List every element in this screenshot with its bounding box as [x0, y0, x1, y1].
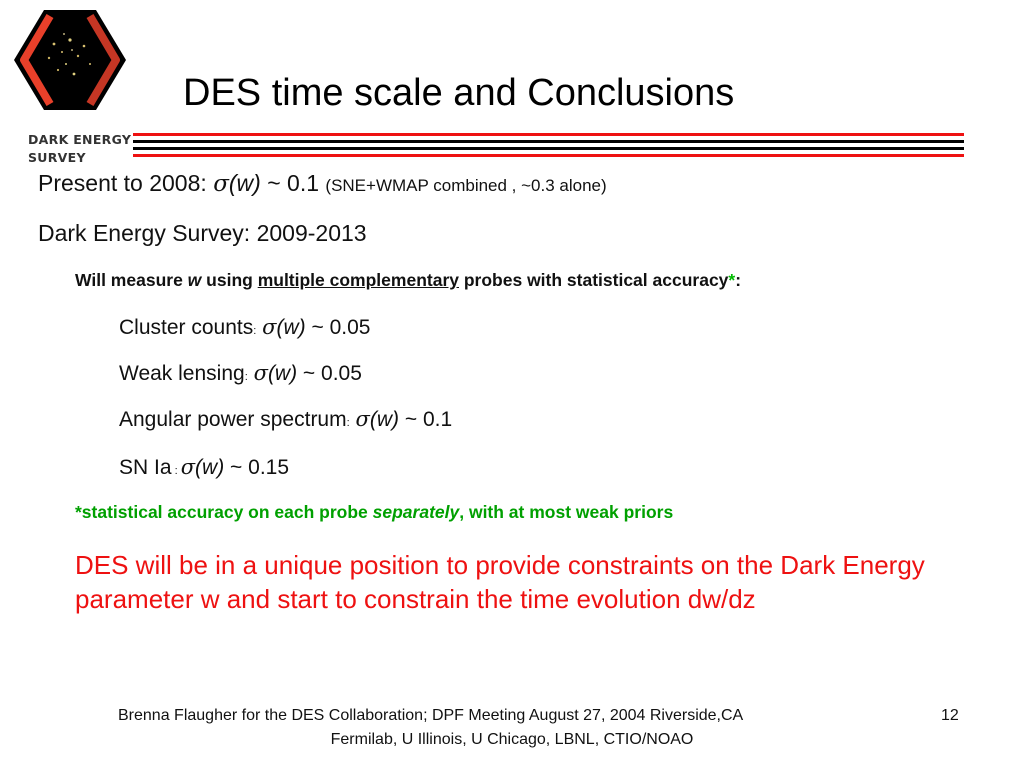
- measure-colon: :: [735, 270, 742, 290]
- probe-sep: :: [171, 465, 181, 477]
- probe-item: Angular power spectrum: σ(w) ~ 0.1: [119, 407, 452, 432]
- note-text-b: , with at most weak priors: [459, 502, 674, 522]
- probe-item: Weak lensing: σ(w) ~ 0.05: [119, 361, 362, 386]
- measure-text-c: probes with statistical accuracy: [459, 270, 729, 290]
- measure-underlined: multiple complementary: [257, 270, 459, 290]
- footer-institutions: Fermilab, U Illinois, U Chicago, LBNL, C…: [330, 731, 694, 748]
- footer-author-line: Brenna Flaugher for the DES Collaboratio…: [118, 707, 744, 724]
- conclusion-text: DES will be in a unique position to prov…: [75, 550, 925, 614]
- note-text-a: *statistical accuracy on each probe: [75, 502, 373, 522]
- probe-value: ~ 0.15: [224, 456, 290, 479]
- probe-sep: :: [346, 417, 350, 429]
- present-prefix: Present to 2008:: [38, 170, 207, 196]
- probe-sep: :: [244, 371, 248, 383]
- page-number: 12: [941, 707, 959, 724]
- sigma-symbol: σ: [355, 407, 370, 431]
- probe-value: ~ 0.05: [305, 316, 371, 339]
- accuracy-footnote: *statistical accuracy on each probe sepa…: [75, 502, 673, 523]
- probe-item: Cluster counts: σ(w) ~ 0.05: [119, 315, 370, 340]
- sigma-symbol: σ: [213, 171, 229, 197]
- probe-value: ~ 0.1: [399, 408, 453, 431]
- measure-line: Will measure w using multiple complement…: [75, 270, 741, 291]
- measure-text-a: Will measure: [75, 270, 188, 290]
- w-term: (w): [228, 170, 261, 196]
- sigma-symbol: σ: [180, 455, 196, 479]
- des-logo-icon: [14, 10, 126, 110]
- header-rules: [133, 133, 964, 157]
- sigma-symbol: σ: [253, 361, 268, 385]
- logo-wordmark: DARK ENERGY SURVEY: [28, 131, 131, 167]
- probe-name: Angular power spectrum: [119, 408, 347, 431]
- w-term: (w): [369, 408, 400, 431]
- probe-sep: :: [253, 325, 257, 337]
- logo-line-1: DARK ENERGY: [28, 132, 132, 147]
- w-term: (w): [195, 456, 225, 479]
- measure-star: *: [728, 270, 736, 290]
- probe-value: ~ 0.05: [297, 362, 362, 385]
- measure-w: w: [187, 270, 202, 290]
- slide-title: DES time scale and Conclusions: [183, 72, 735, 114]
- present-note: (SNE+WMAP combined , ~0.3 alone): [325, 176, 607, 195]
- survey-line: Dark Energy Survey: 2009-2013: [38, 220, 367, 246]
- present-value: ~ 0.1: [260, 170, 326, 196]
- probe-name: SN Ia: [119, 456, 172, 479]
- present-line: Present to 2008: σ(w) ~ 0.1 (SNE+WMAP co…: [38, 170, 607, 197]
- note-italic: separately: [372, 502, 460, 522]
- logo-line-2: SURVEY: [28, 150, 86, 165]
- measure-text-b: using: [201, 270, 258, 290]
- sigma-symbol: σ: [262, 315, 277, 339]
- probe-item: SN Ia : σ(w) ~ 0.15: [119, 455, 289, 480]
- probe-name: Weak lensing: [119, 362, 245, 385]
- w-term: (w): [276, 316, 306, 339]
- probe-name: Cluster counts: [119, 316, 254, 339]
- w-term: (w): [267, 362, 298, 385]
